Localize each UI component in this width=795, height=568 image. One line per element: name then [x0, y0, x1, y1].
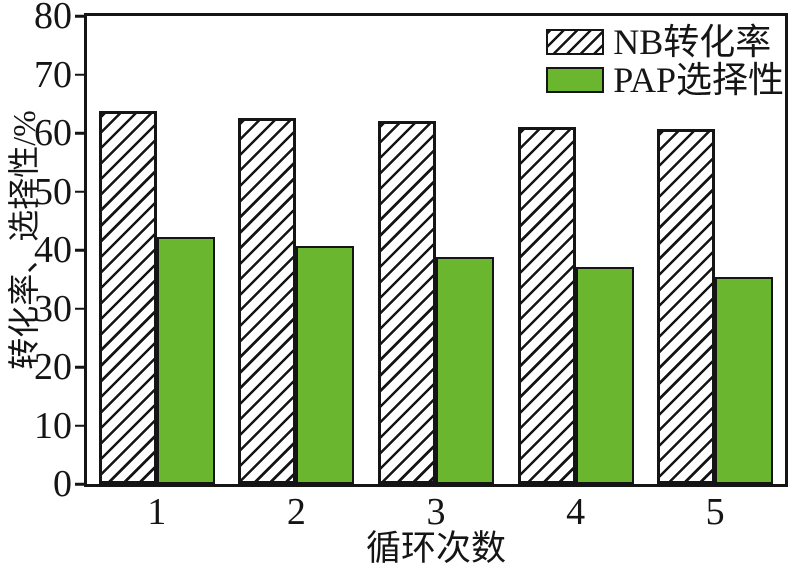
bar-PAP选择性-cycle-1 — [156, 236, 215, 484]
y-tick-mark-80 — [75, 14, 84, 18]
y-tick-mark-0 — [75, 482, 84, 486]
bar-NB转化率-cycle-5 — [657, 128, 716, 484]
bar-PAP选择性-cycle-5 — [715, 276, 774, 484]
y-tick-mark-30 — [75, 307, 84, 310]
x-tick-label-5: 5 — [705, 491, 725, 533]
y-tick-mark-70 — [75, 73, 84, 76]
y-tick-label-10: 10 — [34, 404, 72, 447]
y-tick-mark-20 — [75, 365, 84, 369]
bars-layer — [87, 16, 785, 484]
y-tick-label-0: 0 — [53, 463, 72, 505]
y-tick-label-40: 40 — [34, 229, 72, 271]
x-tick-label-3: 3 — [426, 491, 446, 533]
y-tick-mark-50 — [75, 190, 84, 193]
legend-label-nb-conversion: NB转化率 — [613, 21, 772, 62]
bar-NB转化率-cycle-4 — [517, 127, 576, 484]
y-tick-mark-40 — [75, 248, 84, 252]
x-tick-label-1: 1 — [147, 491, 167, 533]
bar-PAP选择性-cycle-4 — [575, 266, 634, 484]
plot-area: NB转化率 PAP选择性 — [75, 13, 788, 487]
legend: NB转化率 PAP选择性 — [546, 21, 784, 100]
bar-group-5 — [645, 16, 785, 484]
legend-swatch-hatched-icon — [546, 28, 605, 55]
bar-group-4 — [506, 16, 646, 484]
x-axis-tick-labels: 1 2 3 4 5 — [87, 493, 785, 531]
x-tick-label-4: 4 — [566, 491, 586, 533]
bar-group-1 — [87, 16, 227, 484]
x-tick-label-2: 2 — [286, 491, 306, 533]
y-tick-label-70: 70 — [34, 53, 72, 96]
y-tick-label-60: 60 — [34, 112, 72, 154]
y-tick-label-30: 30 — [34, 287, 72, 330]
y-tick-mark-10 — [75, 424, 84, 427]
y-tick-label-20: 20 — [34, 346, 72, 388]
bar-PAP选择性-cycle-2 — [296, 245, 355, 484]
bar-NB转化率-cycle-3 — [377, 121, 436, 484]
bar-NB转化率-cycle-2 — [238, 118, 297, 484]
y-axis-tick-labels: 0 10 20 30 40 50 60 70 80 — [0, 0, 72, 503]
legend-swatch-green-icon — [546, 66, 605, 93]
bar-PAP选择性-cycle-3 — [435, 257, 494, 484]
legend-item-nb-conversion: NB转化率 — [546, 21, 784, 62]
legend-item-pap-selectivity: PAP选择性 — [546, 59, 784, 100]
bar-group-2 — [227, 16, 367, 484]
y-tick-label-80: 80 — [34, 0, 72, 37]
y-tick-label-50: 50 — [34, 170, 72, 213]
bar-NB转化率-cycle-1 — [98, 111, 157, 484]
bar-group-3 — [366, 16, 506, 484]
legend-label-pap-selectivity: PAP选择性 — [613, 59, 784, 100]
y-tick-mark-60 — [75, 131, 84, 135]
x-axis-title: 循环次数 — [365, 529, 506, 568]
